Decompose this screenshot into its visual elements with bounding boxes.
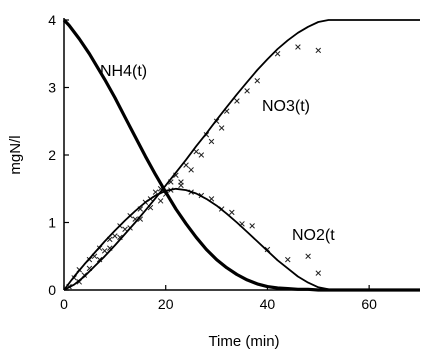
y-tick-label: 3: [48, 80, 56, 96]
data-point: [285, 256, 291, 263]
data-point: [208, 138, 215, 145]
data-point: [315, 47, 322, 54]
data-point: [183, 162, 189, 168]
series-label-no2: NO2(t: [292, 227, 335, 244]
x-tick-label: 20: [158, 296, 174, 312]
data-point: [178, 179, 184, 185]
data-point: [254, 77, 261, 84]
y-tick-label: 1: [48, 215, 56, 231]
series-line-no3: [63, 19, 420, 291]
x-tick-label: 60: [361, 296, 377, 312]
y-tick-label: 0: [48, 282, 56, 298]
y-tick-label: 2: [48, 147, 56, 163]
data-point: [188, 167, 194, 173]
data-point: [249, 223, 255, 229]
data-point: [96, 256, 103, 263]
x-axis-title: Time (min): [208, 333, 279, 350]
series-label-nh4: NH4(t): [100, 63, 147, 80]
y-axis-title: mgN/l: [7, 135, 24, 174]
data-point: [234, 98, 240, 104]
data-point: [295, 44, 301, 50]
x-tick-label: 0: [60, 296, 68, 312]
data-point: [244, 88, 250, 94]
data-point: [152, 189, 159, 195]
series-line-nh4: [62, 18, 420, 292]
data-point: [101, 248, 108, 254]
series-line-no2: [63, 187, 420, 291]
y-tick-label: 4: [48, 12, 56, 28]
data-point: [274, 50, 281, 57]
series-label-no3: NO3(t): [262, 98, 310, 115]
data-point: [305, 253, 311, 260]
data-point: [218, 125, 225, 131]
plot-frame: [63, 18, 420, 291]
series-lines: [62, 18, 420, 292]
x-tick-label: 40: [260, 296, 276, 312]
data-point: [315, 270, 322, 276]
data-point: [229, 209, 235, 216]
data-point: [157, 198, 164, 204]
y-ticks: 0 1 2 3 4: [48, 12, 69, 298]
measured-points: [66, 44, 322, 290]
data-point: [193, 148, 199, 155]
data-point: [198, 152, 205, 158]
data-point: [112, 233, 118, 239]
